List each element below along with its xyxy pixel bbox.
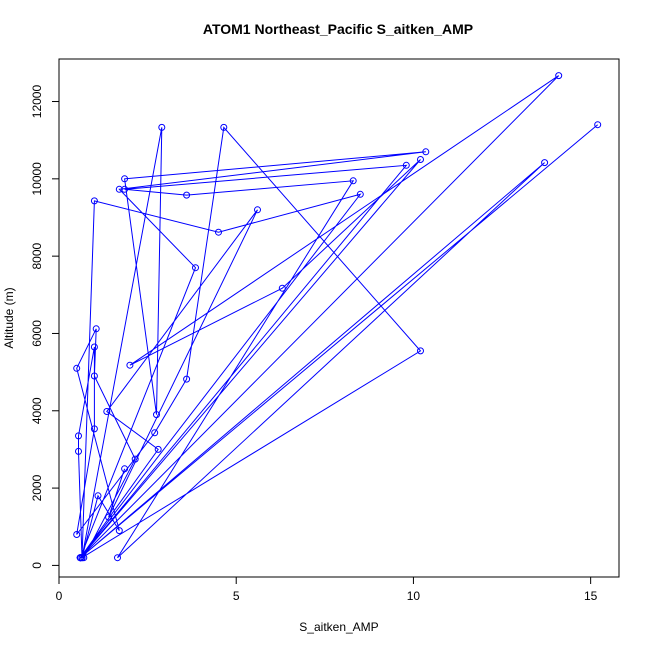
- series-lines: [76, 75, 599, 559]
- data-point: [417, 156, 424, 163]
- data-point: [121, 465, 129, 473]
- y-axis-label: Altitude (m): [2, 287, 16, 348]
- data-point: [121, 175, 129, 183]
- data-point: [105, 513, 113, 521]
- y-axis: 0 2000 4000 6000 8000 10000 12000: [30, 85, 60, 569]
- x-tick-label: 5: [233, 589, 240, 603]
- data-point: [114, 554, 121, 562]
- data-point: [92, 325, 100, 333]
- data-point: [90, 343, 98, 351]
- y-tick-label: 0: [30, 562, 44, 569]
- data-point: [356, 190, 364, 198]
- data-point: [349, 177, 357, 185]
- data-point: [76, 554, 84, 562]
- y-tick-label: 12000: [30, 85, 44, 119]
- data-point: [555, 72, 563, 80]
- data-point: [153, 411, 160, 419]
- y-tick-label: 4000: [30, 397, 44, 424]
- data-point: [73, 364, 81, 372]
- y-tick-label: 8000: [30, 242, 44, 269]
- data-point: [121, 185, 129, 193]
- x-axis: 0 5 10 15: [56, 576, 598, 603]
- data-point: [90, 372, 98, 380]
- data-point: [417, 347, 424, 355]
- y-tick-label: 6000: [30, 320, 44, 347]
- data-point: [402, 161, 410, 169]
- data-point: [278, 284, 286, 292]
- data-point: [90, 197, 98, 205]
- x-tick-label: 10: [407, 589, 421, 603]
- data-point: [541, 159, 549, 167]
- x-axis-label: S_aitken_AMP: [299, 620, 378, 634]
- data-point: [183, 375, 191, 383]
- x-tick-label: 0: [56, 589, 63, 603]
- data-point: [594, 121, 602, 129]
- x-tick-label: 15: [584, 589, 598, 603]
- data-point: [75, 432, 82, 440]
- data-point: [158, 123, 166, 131]
- data-point: [151, 429, 159, 437]
- data-point: [215, 228, 222, 236]
- y-tick-label: 10000: [30, 162, 44, 196]
- data-point: [75, 447, 82, 455]
- data-point: [131, 455, 139, 463]
- data-point: [254, 206, 261, 214]
- chart-title: ATOM1 Northeast_Pacific S_aitken_AMP: [203, 21, 473, 37]
- data-point: [73, 531, 81, 538]
- data-point: [154, 445, 162, 453]
- series-line: [76, 75, 599, 559]
- y-tick-label: 2000: [30, 474, 44, 501]
- data-point: [192, 264, 199, 272]
- data-point: [220, 123, 228, 131]
- series-points: [73, 72, 602, 562]
- data-point: [103, 408, 111, 415]
- data-point: [115, 527, 123, 535]
- data-point: [422, 148, 430, 156]
- data-point: [90, 425, 98, 433]
- data-point: [94, 492, 102, 500]
- data-point: [115, 185, 123, 193]
- data-point: [126, 361, 134, 369]
- data-point: [183, 191, 191, 199]
